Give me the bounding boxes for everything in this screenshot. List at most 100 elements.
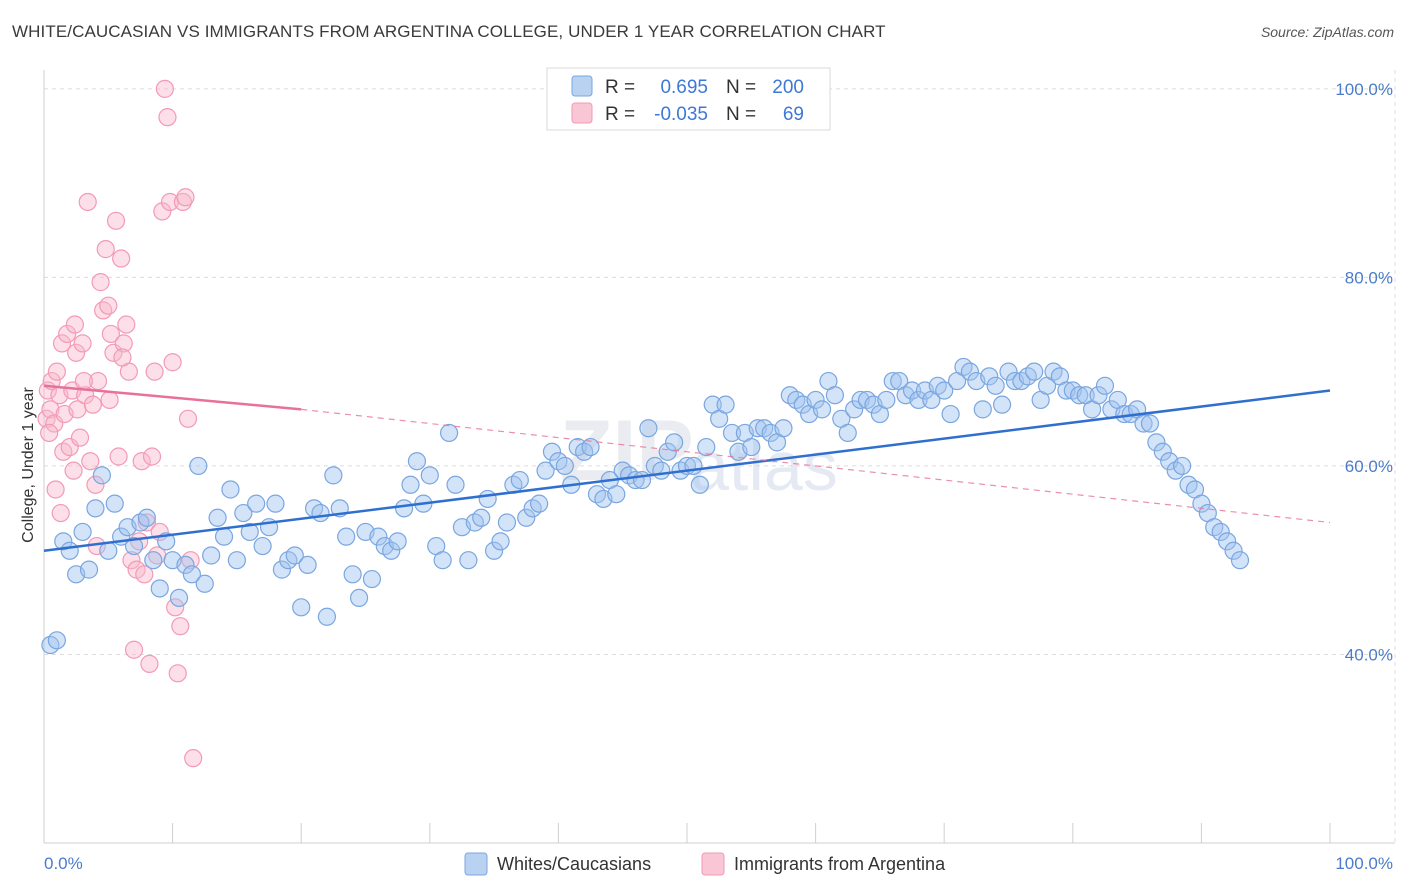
legend-swatch-whites	[571, 75, 593, 97]
point-whites	[960, 362, 980, 381]
point-argentina	[114, 334, 133, 353]
point-whites	[1173, 456, 1192, 476]
point-whites	[292, 598, 311, 617]
point-whites	[909, 390, 928, 410]
point-argentina	[41, 400, 60, 419]
series-whites-points	[41, 357, 1250, 655]
point-whites	[311, 503, 330, 523]
point-argentina	[122, 551, 141, 570]
legend-n-value-2: 69	[783, 104, 804, 125]
point-whites	[227, 551, 246, 570]
point-whites	[247, 494, 266, 513]
point-whites	[150, 579, 169, 598]
point-whites	[472, 508, 491, 527]
legend-r-value-2: -0.035	[654, 104, 708, 125]
point-whites	[343, 565, 362, 584]
point-whites	[195, 574, 214, 593]
point-whites	[298, 555, 317, 575]
point-whites	[124, 536, 144, 556]
point-argentina	[78, 192, 97, 212]
point-argentina	[101, 324, 120, 344]
point-whites	[665, 433, 684, 452]
point-whites	[517, 508, 536, 527]
point-whites	[1095, 376, 1115, 395]
point-whites	[774, 419, 793, 438]
point-whites	[60, 541, 79, 560]
point-whites	[877, 390, 896, 410]
point-argentina	[86, 475, 105, 494]
point-argentina	[109, 447, 128, 466]
point-argentina	[142, 447, 162, 466]
point-whites	[1070, 386, 1089, 405]
y-tick-label: 40.0%	[1345, 645, 1393, 664]
y-tick-labels: 40.0% 60.0% 80.0% 100.0%	[1335, 80, 1393, 665]
point-argentina	[74, 371, 93, 391]
point-whites	[144, 551, 163, 570]
point-whites	[420, 466, 439, 485]
point-whites	[169, 588, 189, 608]
point-whites	[1211, 522, 1230, 542]
y-axis-label: College, Under 1 year	[20, 387, 37, 543]
point-whites	[1224, 541, 1243, 560]
legend-r-value-1: 0.695	[660, 77, 708, 98]
point-whites	[632, 470, 652, 490]
point-argentina	[155, 79, 174, 98]
point-whites	[542, 442, 562, 461]
point-whites	[176, 555, 195, 575]
bottom-legend: Whites/Caucasians Immigrants from Argent…	[464, 852, 946, 876]
trend-line-whites	[43, 389, 1331, 553]
point-argentina	[67, 343, 86, 362]
point-whites	[86, 499, 105, 518]
point-whites	[1218, 532, 1237, 551]
point-whites	[1140, 414, 1160, 433]
point-whites	[401, 475, 420, 494]
point-argentina	[47, 362, 66, 381]
point-whites	[92, 466, 111, 485]
point-whites	[980, 367, 999, 386]
point-argentina	[65, 315, 84, 334]
point-argentina	[178, 409, 198, 428]
point-whites	[1025, 362, 1044, 381]
point-argentina	[51, 503, 70, 523]
bottom-legend-swatch-argentina	[701, 852, 725, 876]
point-argentina	[163, 353, 182, 372]
point-whites	[497, 513, 517, 532]
point-whites	[845, 400, 864, 419]
point-whites	[581, 437, 600, 457]
point-whites	[285, 546, 304, 565]
point-whites	[999, 362, 1018, 381]
point-whites	[941, 404, 960, 424]
point-whites	[253, 536, 272, 556]
y-tick-label: 80.0%	[1345, 268, 1393, 287]
point-argentina	[173, 192, 192, 212]
x-tick-labels: 0.0% 100.0%	[44, 854, 1393, 873]
point-argentina	[100, 390, 119, 410]
point-whites	[825, 386, 844, 405]
point-argentina	[96, 240, 115, 259]
point-whites	[530, 494, 549, 513]
point-argentina	[137, 513, 156, 532]
point-whites	[992, 395, 1012, 414]
point-argentina	[83, 395, 102, 414]
point-whites	[607, 485, 626, 504]
point-whites	[935, 381, 954, 400]
point-argentina	[91, 273, 110, 292]
point-whites	[510, 470, 529, 490]
point-whites	[1230, 551, 1250, 570]
point-whites	[1192, 494, 1211, 513]
point-whites	[658, 442, 677, 461]
point-argentina	[171, 617, 190, 636]
x-tick-label: 100.0%	[1335, 854, 1393, 873]
point-whites	[73, 522, 92, 542]
point-whites	[742, 437, 761, 457]
point-whites	[234, 503, 253, 523]
point-whites	[555, 456, 574, 476]
trend-line-argentina-dashed	[301, 408, 1331, 524]
legend-n-label-2: N =	[726, 104, 756, 125]
point-argentina	[106, 211, 126, 230]
point-whites	[388, 532, 407, 551]
legend-frame	[546, 67, 831, 131]
point-whites	[266, 494, 285, 513]
point-argentina	[140, 654, 159, 673]
point-whites	[433, 551, 452, 570]
